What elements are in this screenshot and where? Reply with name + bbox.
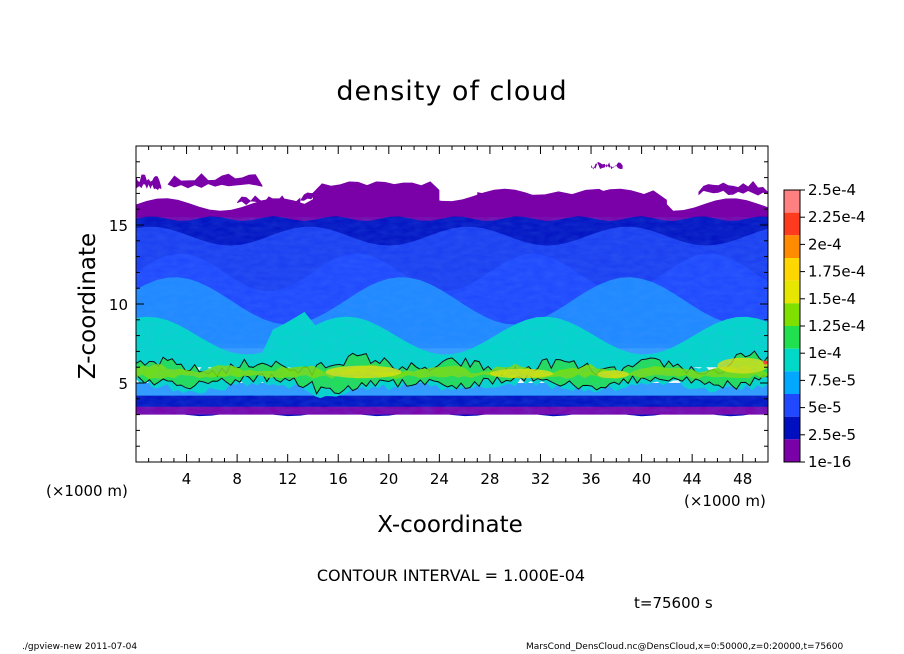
y-axis-label: Z-coordinate	[75, 232, 101, 380]
x-tick-label: 40	[632, 470, 651, 488]
colorbar-label: 2.25e-4	[808, 208, 866, 226]
cloud-puff	[300, 190, 351, 201]
colorbar-swatch	[784, 235, 800, 258]
colorbar-swatch	[784, 258, 800, 281]
x-tick-label: 8	[232, 470, 242, 488]
x-unit-label-left: (×1000 m)	[46, 482, 128, 500]
colorbar-label: 1.5e-4	[808, 290, 856, 308]
chart-title: density of cloud	[336, 76, 568, 107]
colorbar-swatch	[784, 348, 800, 372]
colorbar-swatch	[784, 190, 800, 213]
x-tick-label: 20	[379, 470, 398, 488]
colorbar-swatch	[784, 394, 800, 417]
x-unit-label-right: (×1000 m)	[684, 492, 766, 510]
time-label: t=75600 s	[634, 594, 713, 612]
cloud-puff	[167, 173, 263, 189]
colorbar-swatch	[784, 212, 800, 236]
cloud-puff	[591, 161, 623, 170]
footer-source: MarsCond_DensCloud.nc@DensCloud,x=0:5000…	[526, 642, 844, 652]
y-tick-label: 15	[109, 217, 128, 235]
x-tick-label: 28	[480, 470, 499, 488]
colorbar-label: 2.5e-5	[808, 426, 856, 444]
cloud-puff	[698, 180, 768, 196]
x-tick-label: 44	[683, 470, 702, 488]
colorbar: 2.5e-4 2.25e-4 2e-4 1.75e-4 1.5e-4 1.25e-4 1e-…	[783, 181, 866, 471]
x-tick-label: 4	[182, 470, 192, 488]
y-tick-label: 5	[118, 375, 128, 393]
footer-program-date: ./gpview-new 2011-07-04	[22, 642, 138, 652]
colorbar-label: 2e-4	[808, 235, 842, 253]
colorbar-swatch	[784, 280, 800, 304]
colorbar-label: 7.5e-5	[808, 371, 856, 389]
colorbar-swatch	[784, 371, 800, 394]
x-tick-label: 16	[329, 470, 348, 488]
colorbar-swatch	[784, 326, 800, 349]
x-tick-label: 24	[430, 470, 449, 488]
colorbar-label: 2.5e-4	[808, 181, 856, 199]
x-tick-label: 48	[733, 470, 752, 488]
plot-area	[136, 161, 768, 417]
contour-interval-note: CONTOUR INTERVAL = 1.000E-04	[316, 566, 586, 585]
colorbar-label: 1.25e-4	[808, 317, 866, 335]
colorbar-swatch	[784, 439, 800, 462]
cloud-puff	[136, 174, 162, 191]
colorbar-label: 1.75e-4	[808, 263, 866, 281]
colorbar-label: 5e-5	[808, 399, 842, 417]
x-tick-label: 36	[581, 470, 600, 488]
colorbar-label: 1e-16	[808, 453, 851, 471]
x-tick-label: 32	[531, 470, 550, 488]
colorbar-label: 1e-4	[808, 344, 842, 362]
colorbar-swatch	[784, 303, 800, 326]
x-axis-label: X-coordinate	[377, 512, 523, 538]
y-tick-label: 10	[109, 296, 128, 314]
texture-overlay	[136, 217, 768, 415]
colorbar-swatch	[784, 416, 800, 440]
x-tick-label: 12	[278, 470, 297, 488]
